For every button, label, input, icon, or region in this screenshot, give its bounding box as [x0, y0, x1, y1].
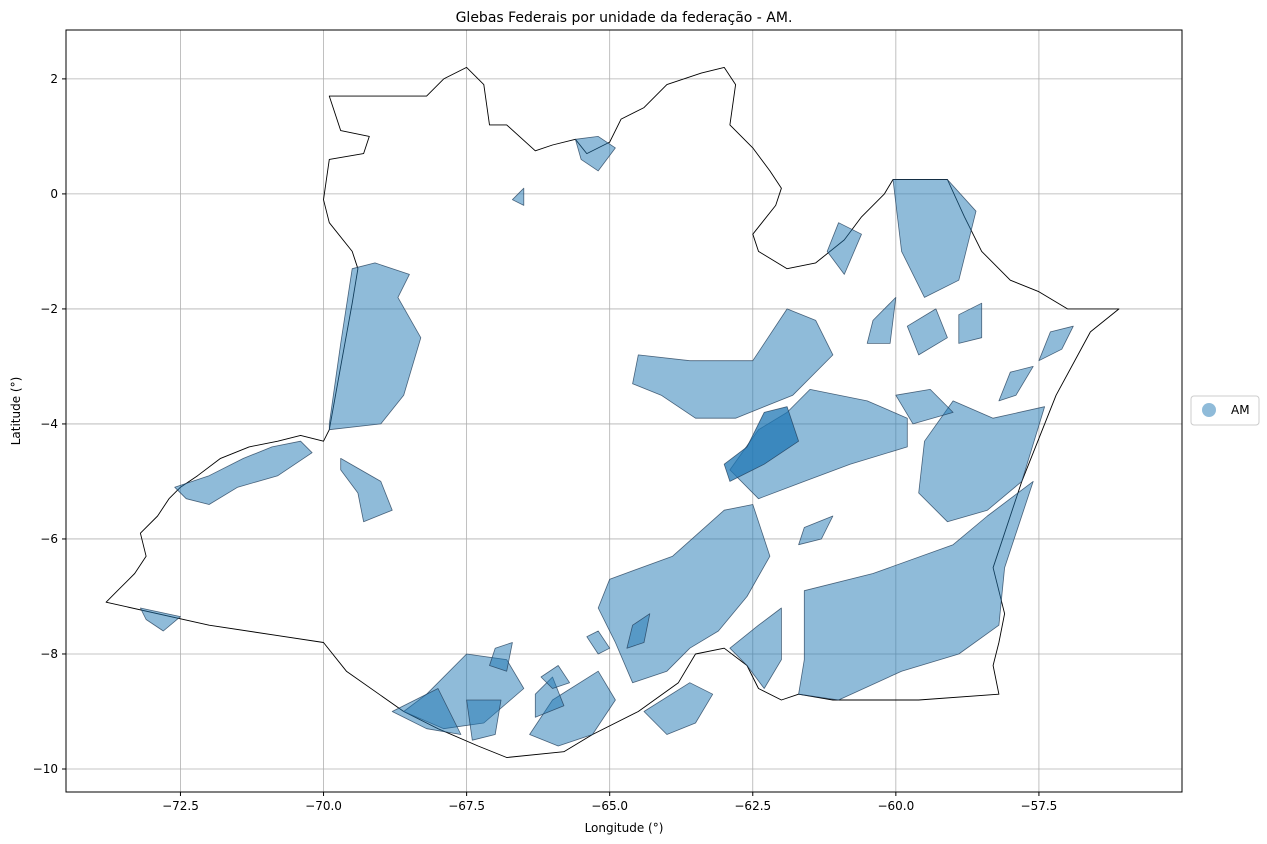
- x-tick-label: −60.0: [877, 799, 914, 813]
- gleba-polygon: [958, 302, 983, 344]
- x-tick-label: −67.5: [448, 799, 485, 813]
- x-tick-label: −62.5: [734, 799, 771, 813]
- gleba-polygon: [328, 262, 422, 431]
- x-tick-label: −65.0: [591, 799, 628, 813]
- gleba-polygon: [918, 400, 1045, 523]
- gleba-polygon: [391, 688, 462, 735]
- x-tick-label: −70.0: [305, 799, 342, 813]
- gleba-polygon: [826, 222, 862, 275]
- y-tick-label: −2: [40, 302, 58, 316]
- x-axis-ticks: −72.5 −70.0 −67.5 −65.0 −62.5 −60.0 −57.5: [162, 792, 1057, 813]
- gleba-polygon: [906, 308, 948, 356]
- y-tick-label: 0: [50, 187, 58, 201]
- y-tick-label: −10: [33, 762, 58, 776]
- glebas-layer: [140, 136, 1074, 747]
- plot-frame: [65, 29, 1183, 793]
- gleba-polygon: [895, 389, 954, 425]
- x-axis-label: Longitude (°): [585, 821, 664, 835]
- gleba-polygon: [643, 682, 714, 735]
- gleba-polygon-overlap: [723, 406, 799, 482]
- gleba-polygon: [512, 187, 525, 206]
- gleba-polygon: [866, 297, 897, 344]
- x-tick-label: −72.5: [162, 799, 199, 813]
- y-tick-label: −6: [40, 532, 58, 546]
- gleba-polygon: [798, 481, 1034, 701]
- gleba-polygon: [1038, 325, 1074, 362]
- legend-marker-am: [1202, 403, 1216, 417]
- gleba-polygon: [575, 136, 616, 172]
- gleba-polygon: [174, 440, 313, 505]
- y-tick-label: −4: [40, 417, 58, 431]
- gleba-polygon: [540, 665, 570, 689]
- gleba-polygon: [140, 607, 181, 632]
- x-tick-label: −57.5: [1021, 799, 1058, 813]
- gleba-polygon: [626, 613, 651, 649]
- gleba-polygon: [998, 366, 1034, 402]
- y-tick-label: 2: [50, 72, 58, 86]
- gleba-polygon: [466, 699, 502, 741]
- gleba-polygon: [529, 670, 616, 747]
- y-tick-label: −8: [40, 647, 58, 661]
- gleba-polygon: [892, 179, 977, 298]
- y-axis-ticks: 2 0 −2 −4 −6 −8 −10: [33, 72, 66, 776]
- gleba-polygon: [340, 458, 393, 523]
- plot-area: [66, 30, 1182, 792]
- gleba-polygon: [489, 642, 513, 672]
- gleba-polygon: [729, 607, 782, 689]
- gleba-polygon: [798, 515, 834, 546]
- gleba-polygon: [632, 308, 834, 419]
- gleba-polygon: [586, 630, 611, 655]
- chart-title: Glebas Federais por unidade da federação…: [456, 10, 793, 26]
- legend-label-am: AM: [1231, 403, 1250, 417]
- legend: AM: [1190, 395, 1260, 426]
- y-axis-label: Latitude (°): [9, 377, 23, 446]
